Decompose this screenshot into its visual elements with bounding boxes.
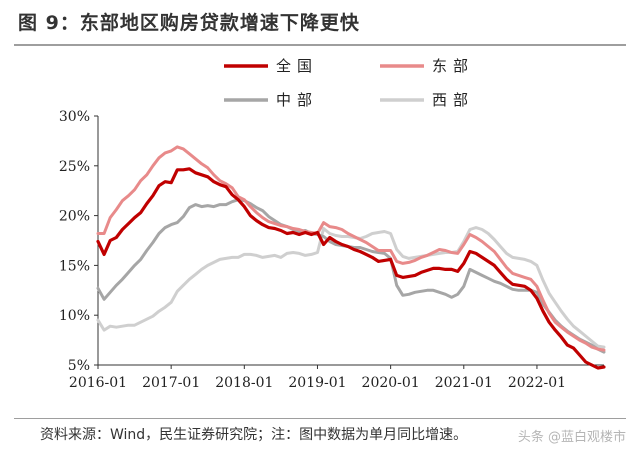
series-line-central	[96, 198, 606, 354]
y-tick-label: 20%	[59, 209, 90, 225]
y-axis: 5% 10% 15% 20% 25% 30%	[59, 109, 99, 374]
x-tick-label: 2017-01	[142, 375, 200, 391]
legend-label-west: 西部	[432, 91, 474, 109]
series-line-west	[96, 226, 606, 349]
x-tick-label: 2022-01	[508, 375, 566, 391]
series-lines	[96, 145, 606, 370]
series-line-national	[96, 167, 606, 370]
legend-label-central: 中部	[276, 91, 318, 109]
legend-label-east: 东部	[432, 57, 474, 75]
source-divider	[14, 418, 626, 419]
y-tick-label: 25%	[59, 159, 90, 175]
source-note: 资料来源：Wind，民生证券研究院；注：图中数据为单月同比增速。	[40, 427, 468, 443]
y-tick-label: 30%	[59, 109, 90, 125]
y-tick-label: 5%	[68, 358, 90, 374]
x-axis: 2016-01 2017-01 2018-01 2019-01 2020-01 2021-…	[69, 364, 604, 391]
x-tick-label: 2016-01	[69, 375, 127, 391]
series-line-east	[96, 145, 606, 352]
y-tick-label: 15%	[59, 258, 90, 274]
x-tick-label: 2020-01	[362, 375, 420, 391]
page-title: 图 9：东部地区购房贷款增速下降更快	[18, 12, 360, 34]
x-tick-label: 2019-01	[288, 375, 346, 391]
x-tick-label: 2021-01	[435, 375, 493, 391]
legend-label-national: 全国	[276, 57, 318, 75]
y-tick-label: 10%	[59, 308, 90, 324]
watermark: 头条 @蓝白观楼市	[517, 430, 626, 445]
x-tick-label: 2018-01	[215, 375, 273, 391]
title-divider	[14, 44, 626, 46]
